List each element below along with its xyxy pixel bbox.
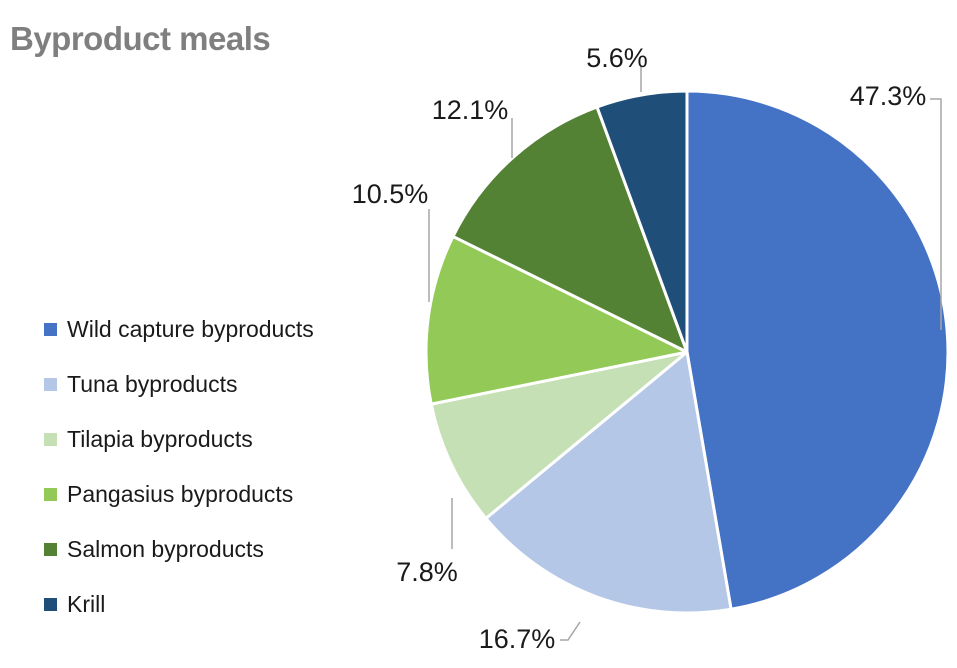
legend-item: Tuna byproducts <box>44 357 314 412</box>
legend: Wild capture byproducts Tuna byproducts Ti… <box>44 302 314 632</box>
legend-item: Salmon byproducts <box>44 522 314 577</box>
legend-label: Krill <box>67 591 106 617</box>
legend-item: Krill <box>44 577 314 632</box>
leader-line <box>930 98 942 330</box>
data-labels: 47.3% 16.7% 7.8% 10.5% 12.1% 5.6% <box>352 43 927 654</box>
pie-slices <box>424 89 950 615</box>
legend-item: Pangasius byproducts <box>44 467 314 522</box>
pie-slice-wild-capture-byproducts <box>685 89 950 611</box>
legend-swatch <box>44 323 57 336</box>
pie-slice-tilapia-byproducts <box>429 350 689 520</box>
leader-lines <box>428 66 942 641</box>
chart-title: Byproduct meals <box>10 20 271 57</box>
data-label: 7.8% <box>396 557 458 587</box>
legend-swatch <box>44 433 57 446</box>
legend-item: Tilapia byproducts <box>44 412 314 467</box>
legend-swatch <box>44 378 57 391</box>
pie-slice-pangasius-byproducts <box>424 234 689 406</box>
legend-swatch <box>44 488 57 501</box>
legend-label: Pangasius byproducts <box>67 481 294 507</box>
pie-slice-tuna-byproducts <box>484 350 733 615</box>
data-label: 10.5% <box>352 179 429 209</box>
data-label: 12.1% <box>432 95 509 125</box>
data-label: 47.3% <box>850 81 927 111</box>
legend-label: Wild capture byproducts <box>67 316 314 342</box>
legend-swatch <box>44 543 57 556</box>
legend-swatch <box>44 598 57 611</box>
legend-item: Wild capture byproducts <box>44 302 314 357</box>
data-label: 5.6% <box>586 43 648 73</box>
legend-label: Tilapia byproducts <box>67 426 253 452</box>
legend-label: Salmon byproducts <box>67 536 264 562</box>
pie-slice-krill <box>595 89 689 354</box>
leader-line <box>560 621 581 641</box>
legend-label: Tuna byproducts <box>67 371 238 397</box>
data-label: 16.7% <box>479 624 556 654</box>
